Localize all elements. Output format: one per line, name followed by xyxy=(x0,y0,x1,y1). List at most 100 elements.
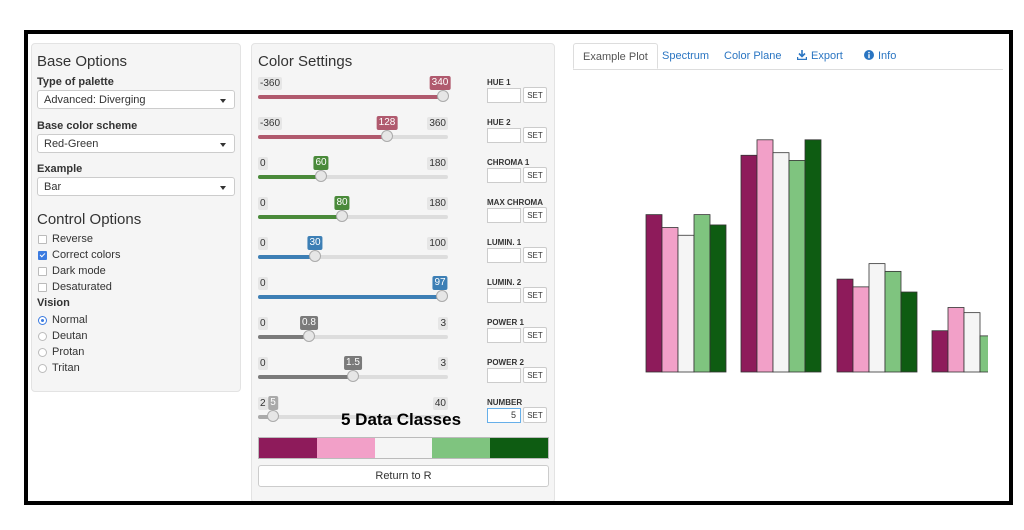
dark-mode-label: Dark mode xyxy=(52,265,106,277)
max-chroma-set-button[interactable]: SET xyxy=(523,207,547,223)
number-set-button[interactable]: SET xyxy=(523,407,547,423)
checkbox-box[interactable] xyxy=(38,266,47,276)
slider-max-label: 40 xyxy=(432,397,448,410)
max-chroma-input[interactable] xyxy=(487,208,521,223)
slider-fill xyxy=(258,375,353,379)
power-1-slider[interactable]: 0 3 0.8 xyxy=(258,316,448,346)
dark-mode-checkbox[interactable]: Dark mode xyxy=(38,265,106,277)
slider-handle[interactable] xyxy=(436,290,448,302)
return-to-r-button[interactable]: Return to R xyxy=(258,465,549,487)
info-icon xyxy=(864,50,874,60)
power-2-slider[interactable]: 0 3 1.5 xyxy=(258,356,448,386)
slider-track[interactable] xyxy=(258,215,448,219)
hue-1-set-button[interactable]: SET xyxy=(523,87,547,103)
vision-normal-radio[interactable]: Normal xyxy=(38,314,87,326)
tab-color-plane[interactable]: Color Plane xyxy=(715,43,790,69)
tab-export[interactable]: Export xyxy=(788,43,852,69)
tab-spectrum[interactable]: Spectrum xyxy=(653,43,718,69)
slider-handle[interactable] xyxy=(267,410,279,422)
hue-2-slider[interactable]: -360 360 128 xyxy=(258,116,448,146)
caret-down-icon xyxy=(220,186,226,190)
palette-swatch-bar xyxy=(258,437,549,459)
chroma-1-slider[interactable]: 0 180 60 xyxy=(258,156,448,186)
slider-fill xyxy=(258,295,442,299)
number-label: NUMBER xyxy=(487,398,523,407)
lumin-2-input[interactable] xyxy=(487,288,521,303)
slider-min-label: 2 xyxy=(258,397,268,410)
desaturated-checkbox[interactable]: Desaturated xyxy=(38,281,112,293)
vision-normal-label: Normal xyxy=(52,314,88,326)
lumin-1-slider[interactable]: 0 100 30 xyxy=(258,236,448,266)
tab-info[interactable]: Info xyxy=(855,43,905,69)
palette-swatch-1 xyxy=(259,438,317,458)
lumin-2-set-button[interactable]: SET xyxy=(523,287,547,303)
radio-dot[interactable] xyxy=(38,315,47,325)
palette-swatch-2 xyxy=(316,438,375,458)
chroma-1-set-button[interactable]: SET xyxy=(523,167,547,183)
chroma-1-input[interactable] xyxy=(487,168,521,183)
slider-value-label: 5 xyxy=(268,396,278,410)
slider-min-label: 0 xyxy=(258,357,268,370)
radio-dot[interactable] xyxy=(38,347,47,357)
power-2-input[interactable] xyxy=(487,368,521,383)
vision-deutan-radio[interactable]: Deutan xyxy=(38,330,87,342)
correct-colors-checkbox[interactable]: Correct colors xyxy=(38,249,120,261)
hue-1-slider[interactable]: -360 340 xyxy=(258,76,451,106)
slider-max-label: 180 xyxy=(427,157,448,170)
slider-track[interactable] xyxy=(258,415,448,419)
number-slider[interactable]: 2 40 5 xyxy=(258,396,448,426)
bar-group-3-class-2 xyxy=(852,286,870,373)
checkbox-box[interactable] xyxy=(38,234,47,244)
caret-down-icon xyxy=(220,143,226,147)
bar-group-3-class-5 xyxy=(900,291,918,373)
slider-handle[interactable] xyxy=(315,170,327,182)
vision-deutan-label: Deutan xyxy=(52,330,88,342)
number-input[interactable]: 5 xyxy=(487,408,521,423)
vision-protan-radio[interactable]: Protan xyxy=(38,346,84,358)
vision-label: Vision xyxy=(37,297,70,309)
hue-2-set-button[interactable]: SET xyxy=(523,127,547,143)
slider-max-label: 180 xyxy=(427,197,448,210)
power-2-label: POWER 2 xyxy=(487,358,524,367)
checkbox-box[interactable] xyxy=(38,250,47,260)
slider-min-label: 0 xyxy=(258,277,268,290)
slider-track[interactable] xyxy=(258,175,448,179)
example-label: Example xyxy=(37,163,83,175)
max-chroma-slider[interactable]: 0 180 80 xyxy=(258,196,448,226)
slider-handle[interactable] xyxy=(303,330,315,342)
bar-group-4-class-2 xyxy=(947,307,965,373)
power-1-set-button[interactable]: SET xyxy=(523,327,547,343)
hue-1-input[interactable] xyxy=(487,88,521,103)
lumin-1-input[interactable] xyxy=(487,248,521,263)
radio-dot[interactable] xyxy=(38,363,47,373)
vision-tritan-radio[interactable]: Tritan xyxy=(38,362,80,374)
power-1-input[interactable] xyxy=(487,328,521,343)
lumin-1-set-button[interactable]: SET xyxy=(523,247,547,263)
power-2-set-button[interactable]: SET xyxy=(523,367,547,383)
slider-value-label: 97 xyxy=(432,276,448,290)
slider-handle[interactable] xyxy=(336,210,348,222)
slider-handle[interactable] xyxy=(347,370,359,382)
slider-handle[interactable] xyxy=(437,90,449,102)
palette-type-select[interactable]: Advanced: Diverging xyxy=(37,90,235,109)
radio-dot[interactable] xyxy=(38,331,47,341)
slider-min-label: -360 xyxy=(258,77,283,90)
tab-example-plot[interactable]: Example Plot xyxy=(573,43,658,69)
example-select[interactable]: Bar xyxy=(37,177,235,196)
lumin-1-label: LUMIN. 1 xyxy=(487,238,522,247)
tab-export-label: Export xyxy=(811,50,843,62)
bar-group-2-class-2 xyxy=(756,139,774,373)
lumin-2-slider[interactable]: 0 97 xyxy=(258,276,448,306)
base-scheme-select[interactable]: Red-Green xyxy=(37,134,235,153)
hue-2-input[interactable] xyxy=(487,128,521,143)
slider-min-label: -360 xyxy=(258,117,283,130)
palette-swatch-3 xyxy=(374,438,433,458)
slider-track[interactable] xyxy=(258,255,448,259)
bar-group-1-class-3 xyxy=(677,234,695,373)
checkbox-box[interactable] xyxy=(38,282,47,292)
slider-handle[interactable] xyxy=(309,250,321,262)
slider-fill xyxy=(258,415,273,419)
reverse-checkbox[interactable]: Reverse xyxy=(38,233,93,245)
slider-track[interactable] xyxy=(258,335,448,339)
slider-handle[interactable] xyxy=(381,130,393,142)
